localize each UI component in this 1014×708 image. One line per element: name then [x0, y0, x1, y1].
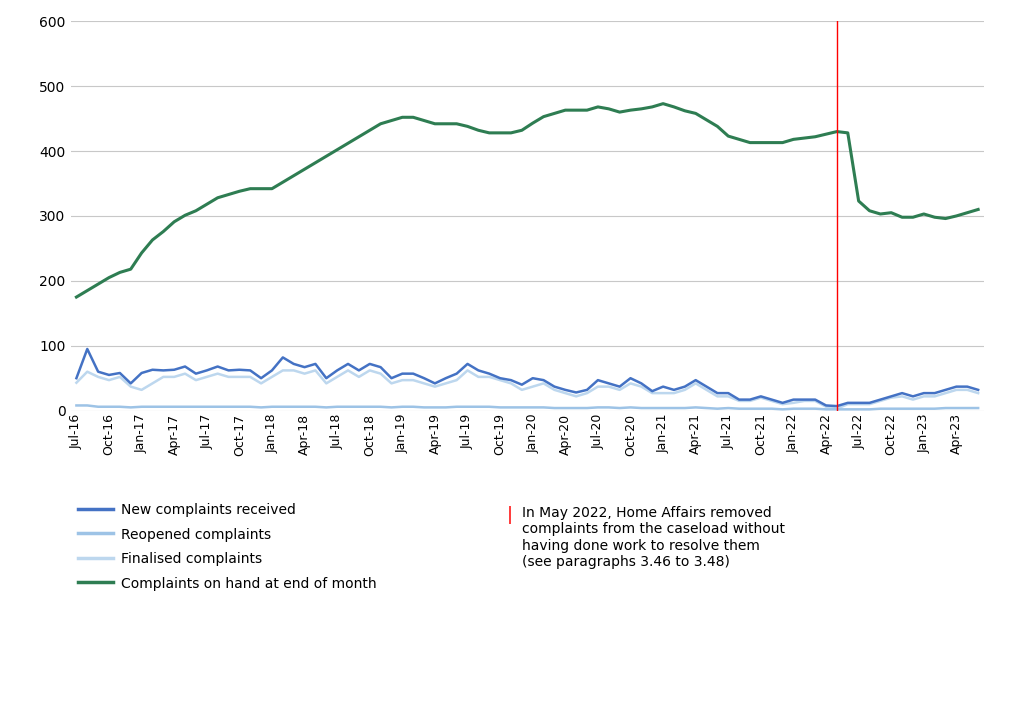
Text: In May 2022, Home Affairs removed
complaints from the caseload without
having do: In May 2022, Home Affairs removed compla…	[522, 506, 785, 569]
Text: |: |	[507, 506, 513, 524]
Legend: New complaints received, Reopened complaints, Finalised complaints, Complaints o: New complaints received, Reopened compla…	[78, 503, 376, 590]
